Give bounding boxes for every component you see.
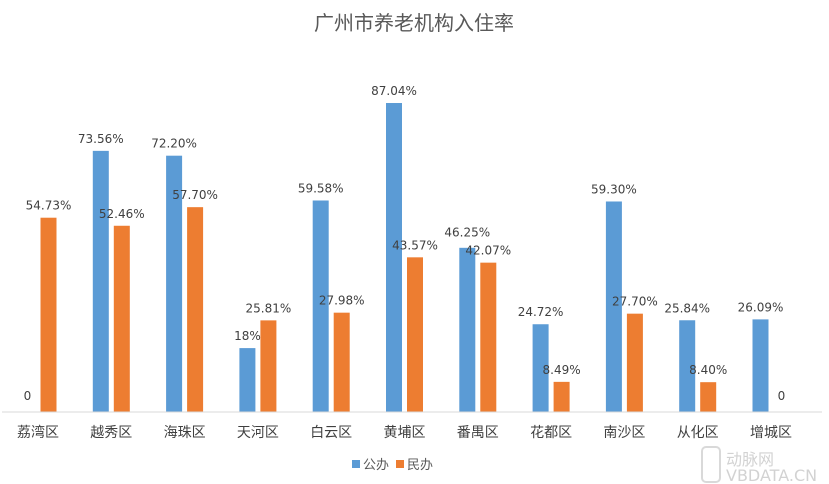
data-label: 59.30%: [591, 182, 637, 196]
watermark-logo: 动脉网: [726, 450, 774, 469]
bar-民办-白云区: [333, 312, 350, 412]
bar-公办-海珠区: [166, 155, 183, 412]
bar-公办-白云区: [312, 200, 329, 412]
bar-民办-南沙区: [626, 313, 643, 412]
data-label: 25.81%: [246, 301, 292, 315]
data-label: 87.04%: [371, 84, 417, 98]
data-label: 18%: [234, 329, 261, 343]
legend-swatch: [352, 460, 360, 468]
bar-公办-天河区: [239, 348, 256, 412]
category-label: 荔湾区: [17, 424, 59, 441]
legend-swatch: [396, 460, 404, 468]
bar-公办-从化区: [679, 320, 696, 412]
data-label: 46.25%: [444, 226, 490, 240]
data-label: 72.20%: [151, 137, 197, 151]
data-label: 27.98%: [319, 294, 365, 308]
legend: 公办 民办: [352, 458, 433, 473]
legend-entry: 民办: [407, 458, 433, 473]
data-label: 8.40%: [689, 363, 727, 377]
watermark-logo-mark: [701, 446, 721, 483]
bar-公办-花都区: [532, 324, 549, 412]
bar-民办-从化区: [700, 382, 717, 412]
bar-民办-海珠区: [187, 207, 204, 412]
bar-公办-越秀区: [92, 150, 109, 412]
category-label: 黄埔区: [384, 424, 426, 441]
data-label: 52.46%: [99, 207, 145, 221]
bar-民办-越秀区: [113, 225, 130, 412]
data-label: 59.58%: [298, 181, 344, 195]
data-label: 0: [778, 389, 786, 403]
data-label: 0: [24, 389, 32, 403]
data-label: 42.07%: [465, 244, 511, 258]
data-label: 27.70%: [612, 295, 658, 309]
data-label: 26.09%: [738, 300, 784, 314]
bar-民办-天河区: [260, 320, 277, 412]
category-label: 增城区: [750, 425, 792, 441]
data-label: 8.49%: [543, 363, 581, 377]
category-label: 越秀区: [90, 425, 132, 441]
bar-民办-花都区: [553, 381, 570, 412]
category-label: 海珠区: [164, 425, 206, 441]
bar-公办-南沙区: [605, 201, 622, 412]
category-label: 番禺区: [457, 425, 499, 441]
data-label: 43.57%: [392, 238, 438, 252]
bar-民办-黄埔区: [407, 257, 423, 412]
watermark-text: VBDATA.CN: [726, 466, 817, 484]
category-label: 花都区: [530, 425, 572, 441]
watermark: 动脉网 VBDATA.CN: [701, 446, 817, 484]
chart-title: 广州市养老机构入住率: [314, 11, 514, 35]
category-label: 天河区: [237, 425, 279, 441]
legend-entry: 公办: [363, 458, 389, 473]
data-label: 54.73%: [26, 199, 72, 213]
data-label: 57.70%: [172, 188, 218, 202]
category-label: 南沙区: [603, 425, 645, 441]
bar-民办-荔湾区: [40, 217, 57, 412]
category-label: 白云区: [310, 425, 352, 441]
category-label: 从化区: [677, 425, 719, 441]
data-label: 73.56%: [78, 132, 124, 146]
data-label: 25.84%: [664, 301, 710, 315]
bar-公办-增城区: [752, 319, 769, 412]
bar-公办-黄埔区: [386, 103, 402, 413]
bar-公办-番禺区: [459, 247, 476, 412]
data-label: 24.72%: [518, 305, 564, 319]
bar-民办-番禺区: [480, 262, 497, 412]
